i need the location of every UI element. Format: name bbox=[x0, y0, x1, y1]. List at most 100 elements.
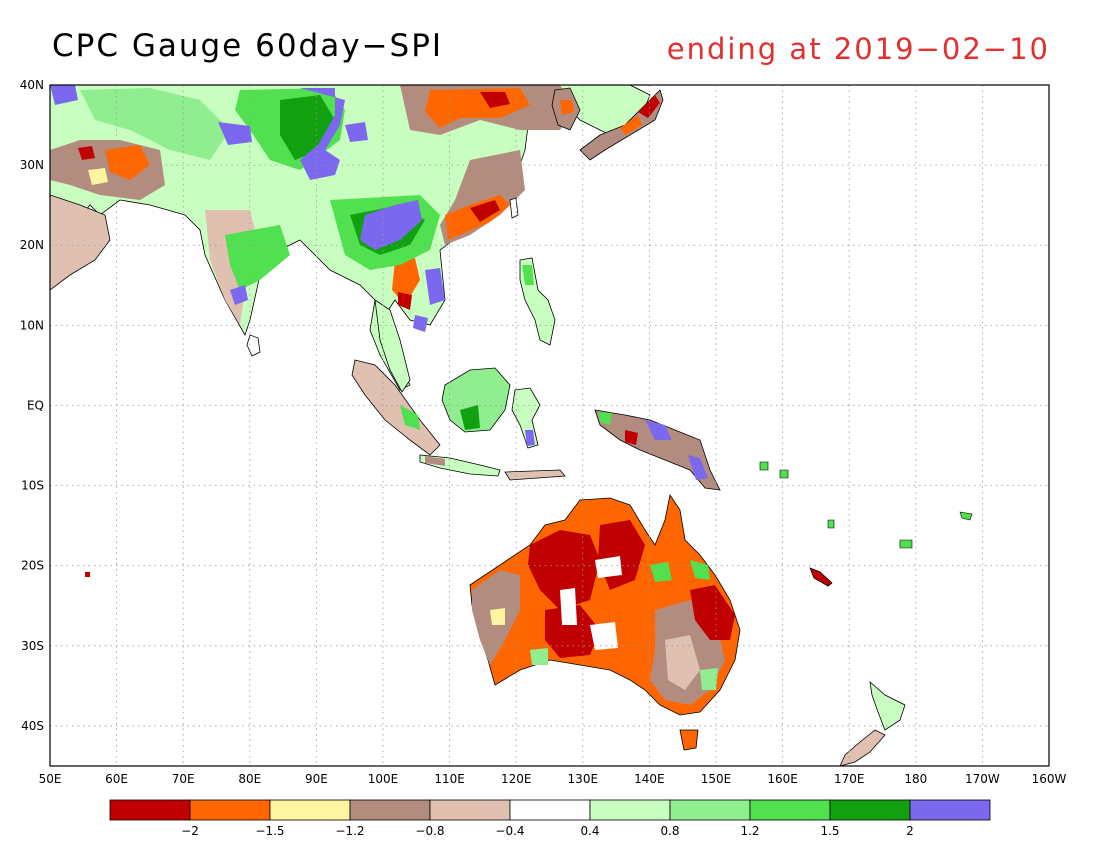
colorbar-label: −1.2 bbox=[335, 824, 364, 838]
spi-colorbar-labels: −2 −1.5 −1.2 −0.8 −0.4 0.4 0.8 1.2 1.5 2 bbox=[181, 824, 914, 838]
japan-red-patch bbox=[638, 95, 660, 118]
colorbar-label: 1.5 bbox=[820, 824, 839, 838]
asia-purple-patch-8 bbox=[413, 315, 428, 332]
japan-orange-patch bbox=[620, 115, 642, 135]
australia-red-core-4 bbox=[690, 585, 735, 640]
asia-red-patch-coast bbox=[470, 200, 500, 222]
asia-red-patch-1 bbox=[78, 146, 95, 160]
lat-tick-label: 10S bbox=[21, 479, 44, 493]
australia-white-spot-3 bbox=[590, 622, 618, 650]
colorbar-swatch bbox=[669, 799, 751, 821]
new-guinea bbox=[594, 409, 721, 491]
map-gridlines bbox=[50, 85, 1049, 766]
colorbar-swatch bbox=[189, 799, 271, 821]
colorbar-label: 0.4 bbox=[580, 824, 599, 838]
asia-green-patch-india bbox=[225, 225, 290, 290]
colorbar-swatch bbox=[269, 799, 351, 821]
lat-tick-label: 30S bbox=[21, 639, 44, 653]
lat-tick-label: 40N bbox=[20, 78, 44, 92]
australia-white-spot-2 bbox=[595, 556, 622, 578]
lon-tick-label: 80E bbox=[238, 772, 261, 786]
asia-purple-patch-5 bbox=[425, 268, 445, 305]
lon-tick-label: 150E bbox=[701, 772, 732, 786]
australia-red-core-3 bbox=[545, 605, 600, 658]
australia-red-core-1 bbox=[528, 530, 600, 610]
new-guinea-red-patch bbox=[625, 430, 638, 445]
asia-purple-patch-1 bbox=[300, 88, 345, 180]
new-guinea-purple-patch bbox=[645, 420, 672, 440]
new-zealand-north bbox=[869, 680, 906, 731]
lon-tick-label: 170E bbox=[834, 772, 865, 786]
australia-white-spot-1 bbox=[560, 588, 577, 625]
longitude-labels: 50E 60E 70E 80E 90E 100E 110E 120E 130E 140E 150E 1… bbox=[39, 772, 1067, 786]
lon-tick-label: 50E bbox=[39, 772, 62, 786]
sulawesi bbox=[511, 387, 541, 449]
arabia-landmass bbox=[50, 194, 111, 291]
java-brown-patch bbox=[425, 456, 445, 466]
lon-tick-label: 170W bbox=[965, 772, 1000, 786]
asia-purple-patch-7 bbox=[50, 85, 78, 105]
colorbar-label: −0.8 bbox=[415, 824, 444, 838]
borneo bbox=[441, 367, 511, 433]
asia-purple-patch-2 bbox=[218, 122, 252, 145]
lat-tick-label: 20S bbox=[21, 559, 44, 573]
lat-tick-label: EQ bbox=[27, 398, 44, 412]
tasmania bbox=[679, 729, 699, 751]
australia-green-spot-4 bbox=[700, 668, 718, 690]
colorbar-swatch bbox=[349, 799, 431, 821]
malay-peninsula bbox=[374, 299, 411, 393]
lat-tick-label: 40S bbox=[21, 719, 44, 733]
australia-green-spot-1 bbox=[650, 562, 672, 582]
lesser-sundas bbox=[504, 469, 566, 481]
asia-green-patch-west bbox=[80, 88, 230, 160]
lon-tick-label: 70E bbox=[172, 772, 195, 786]
new-caledonia bbox=[809, 567, 833, 587]
lat-tick-label: 20N bbox=[20, 238, 44, 252]
spi-shading-layer bbox=[50, 85, 973, 766]
mauritius bbox=[85, 572, 90, 577]
lon-tick-label: 60E bbox=[105, 772, 128, 786]
colorbar-swatch bbox=[829, 799, 911, 821]
colorbar-label: −2 bbox=[181, 824, 199, 838]
map-frame bbox=[49, 84, 1050, 767]
lat-tick-label: 30N bbox=[20, 158, 44, 172]
asia-yellow-patch-1 bbox=[88, 168, 108, 185]
australia-tan-east bbox=[665, 635, 700, 690]
lon-tick-label: 90E bbox=[305, 772, 328, 786]
sulawesi-purple-patch bbox=[525, 430, 535, 446]
new-zealand-south bbox=[839, 729, 886, 766]
australia-green-spot-3 bbox=[530, 648, 548, 665]
lat-tick-label: 10N bbox=[20, 318, 44, 332]
japan-landmass bbox=[579, 89, 664, 161]
colorbar-label: −1.5 bbox=[255, 824, 284, 838]
asia-orange-patch-1 bbox=[105, 145, 150, 180]
lon-tick-label: 120E bbox=[501, 772, 532, 786]
colorbar-label: 1.2 bbox=[740, 824, 759, 838]
sumatra-green-patch bbox=[400, 405, 420, 430]
asia-red-patch-indochina bbox=[398, 292, 412, 310]
borneo-darkgreen-patch bbox=[460, 405, 480, 430]
colorbar-swatch bbox=[749, 799, 831, 821]
sri-lanka bbox=[246, 334, 261, 357]
colorbar-label: 2 bbox=[906, 824, 914, 838]
asia-purple-patch-3 bbox=[345, 122, 368, 142]
lon-tick-label: 100E bbox=[368, 772, 399, 786]
colorbar-swatch bbox=[509, 799, 591, 821]
asia-purple-patch-6 bbox=[230, 285, 248, 305]
colorbar-swatch bbox=[429, 799, 511, 821]
colorbar-swatch bbox=[589, 799, 671, 821]
lon-tick-label: 140E bbox=[634, 772, 665, 786]
lon-tick-label: 180 bbox=[904, 772, 927, 786]
lon-tick-label: 110E bbox=[434, 772, 465, 786]
latitude-labels: 40N 30N 20N 10N EQ 10S 20S 30S 40S bbox=[20, 78, 44, 733]
lon-tick-label: 130E bbox=[568, 772, 599, 786]
colorbar-label: −0.4 bbox=[495, 824, 524, 838]
sumatra bbox=[351, 359, 441, 456]
taiwan bbox=[509, 197, 519, 219]
spi-colorbar bbox=[109, 799, 991, 821]
philippines-green-patch bbox=[522, 265, 534, 285]
map-subtitle-date: ending at 2019−02−10 bbox=[666, 32, 1050, 66]
colorbar-swatch bbox=[109, 799, 191, 821]
asia-purple-patch-4 bbox=[360, 200, 422, 250]
